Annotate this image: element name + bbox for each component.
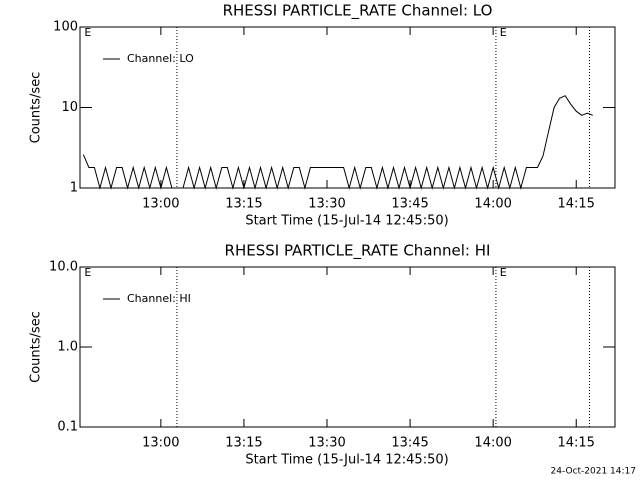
x-tick-label: 13:45: [391, 436, 428, 451]
x-tick-label: 13:00: [142, 436, 179, 451]
y-tick-label: 1.0: [57, 340, 78, 355]
x-tick-label: 14:15: [557, 436, 594, 451]
x-axis-label: Start Time (15-Jul-14 12:45:50): [245, 214, 448, 229]
annotation: E: [500, 266, 507, 279]
legend-label: Channel: HI: [127, 292, 191, 305]
y-tick-label: 1: [70, 181, 78, 196]
x-tick-label: 14:00: [474, 197, 511, 212]
chart-title: RHESSI PARTICLE_RATE Channel: LO: [223, 2, 493, 21]
x-tick-label: 13:45: [391, 197, 428, 212]
y-tick-label: 10: [61, 100, 78, 115]
y-tick-label: 100: [53, 20, 78, 35]
x-axis-label: Start Time (15-Jul-14 12:45:50): [245, 453, 448, 468]
x-tick-label: 13:15: [225, 436, 262, 451]
x-tick-label: 13:30: [308, 436, 345, 451]
x-tick-label: 13:15: [225, 197, 262, 212]
y-tick-label: 10.0: [49, 260, 78, 275]
y-tick-label: 0.1: [57, 420, 78, 435]
chart-title: RHESSI PARTICLE_RATE Channel: HI: [225, 242, 491, 261]
annotation: E: [84, 266, 91, 279]
x-tick-label: 14:00: [474, 436, 511, 451]
annotation: E: [500, 26, 507, 39]
plot-frame: [79, 266, 616, 428]
x-tick-label: 13:30: [308, 197, 345, 212]
data-line: [82, 95, 593, 190]
y-axis-label: Counts/sec: [29, 72, 44, 144]
footer: 24-Oct-2021 14:17: [551, 467, 636, 477]
legend-label: Channel: LO: [127, 52, 194, 65]
y-axis-label: Counts/sec: [29, 311, 44, 383]
x-tick-label: 13:00: [142, 197, 179, 212]
x-tick-label: 14:15: [557, 197, 594, 212]
annotation: E: [84, 26, 91, 39]
